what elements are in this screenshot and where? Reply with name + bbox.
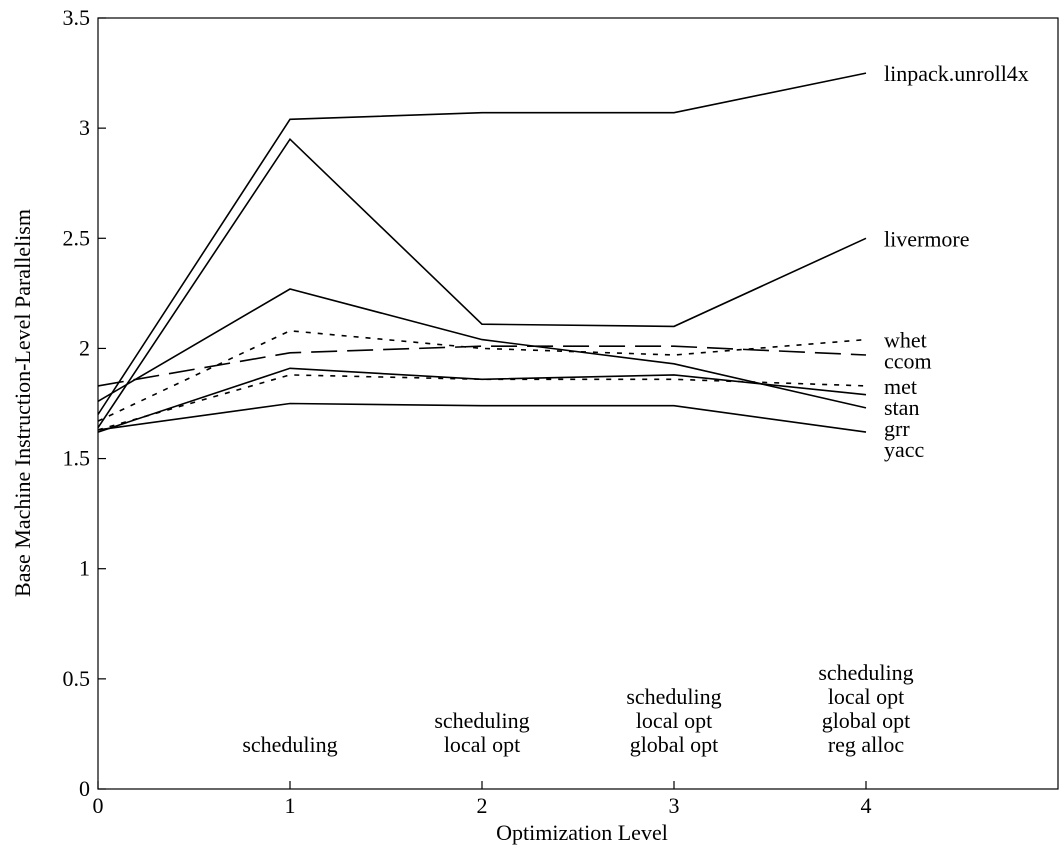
series-line-stan xyxy=(97,367,867,433)
series-label-grr: grr xyxy=(884,416,910,441)
y-tick-label: 1 xyxy=(79,556,90,581)
series-line-met xyxy=(97,374,867,431)
y-tick-label: 2.5 xyxy=(63,225,91,250)
annotation-line: reg alloc xyxy=(828,732,905,757)
annotation-line: local opt xyxy=(828,684,904,709)
x-tick-label: 4 xyxy=(861,793,872,818)
x-axis-title: Optimization Level xyxy=(496,820,668,845)
series-label-livermore: livermore xyxy=(884,226,970,251)
x-tick-label: 1 xyxy=(285,793,296,818)
annotation-line: scheduling xyxy=(626,684,721,709)
y-tick-label: 1.5 xyxy=(63,446,91,471)
series-line-ccom xyxy=(97,345,867,387)
annotation-line: scheduling xyxy=(434,708,529,733)
y-tick-label: 3.5 xyxy=(63,5,91,30)
annotation-line: local opt xyxy=(444,732,520,757)
series-label-met: met xyxy=(884,374,917,399)
annotation-line: global opt xyxy=(630,732,719,757)
x-tick-label: 3 xyxy=(669,793,680,818)
series-line-livermore xyxy=(97,137,867,429)
series-line-whet xyxy=(97,329,867,422)
plot-frame xyxy=(97,17,1059,790)
series-label-linpack-unroll4x: linpack.unroll4x xyxy=(884,61,1029,86)
axis-ticks: 0 0.5 1 1.5 2 2.5 3 3.5 0 1 2 3 4 xyxy=(63,5,872,818)
y-tick-label: 2 xyxy=(79,335,90,360)
y-tick-label: 0.5 xyxy=(63,666,91,691)
series-lines xyxy=(97,72,867,433)
x-tick-label: 2 xyxy=(477,793,488,818)
series-label-yacc: yacc xyxy=(884,437,925,462)
series-label-stan: stan xyxy=(884,395,919,420)
series-label-ccom: ccom xyxy=(884,349,932,374)
series-line-linpack-unroll4x xyxy=(97,72,867,415)
annotation-line: local opt xyxy=(636,708,712,733)
x-tick-label: 0 xyxy=(93,793,104,818)
series-line-yacc xyxy=(97,402,867,433)
series-line-grr xyxy=(97,288,867,409)
y-tick-label: 3 xyxy=(79,115,90,140)
annotation-line: global opt xyxy=(822,708,911,733)
annotation-line: scheduling xyxy=(818,660,913,685)
y-tick-label: 0 xyxy=(79,776,90,801)
annotation-line: scheduling xyxy=(242,732,337,757)
series-labels: linpack.unroll4x livermore whetccommetstan… xyxy=(884,61,1029,462)
y-axis-title: Base Machine Instruction-Level Paralleli… xyxy=(10,209,35,597)
series-label-whet: whet xyxy=(884,328,927,353)
